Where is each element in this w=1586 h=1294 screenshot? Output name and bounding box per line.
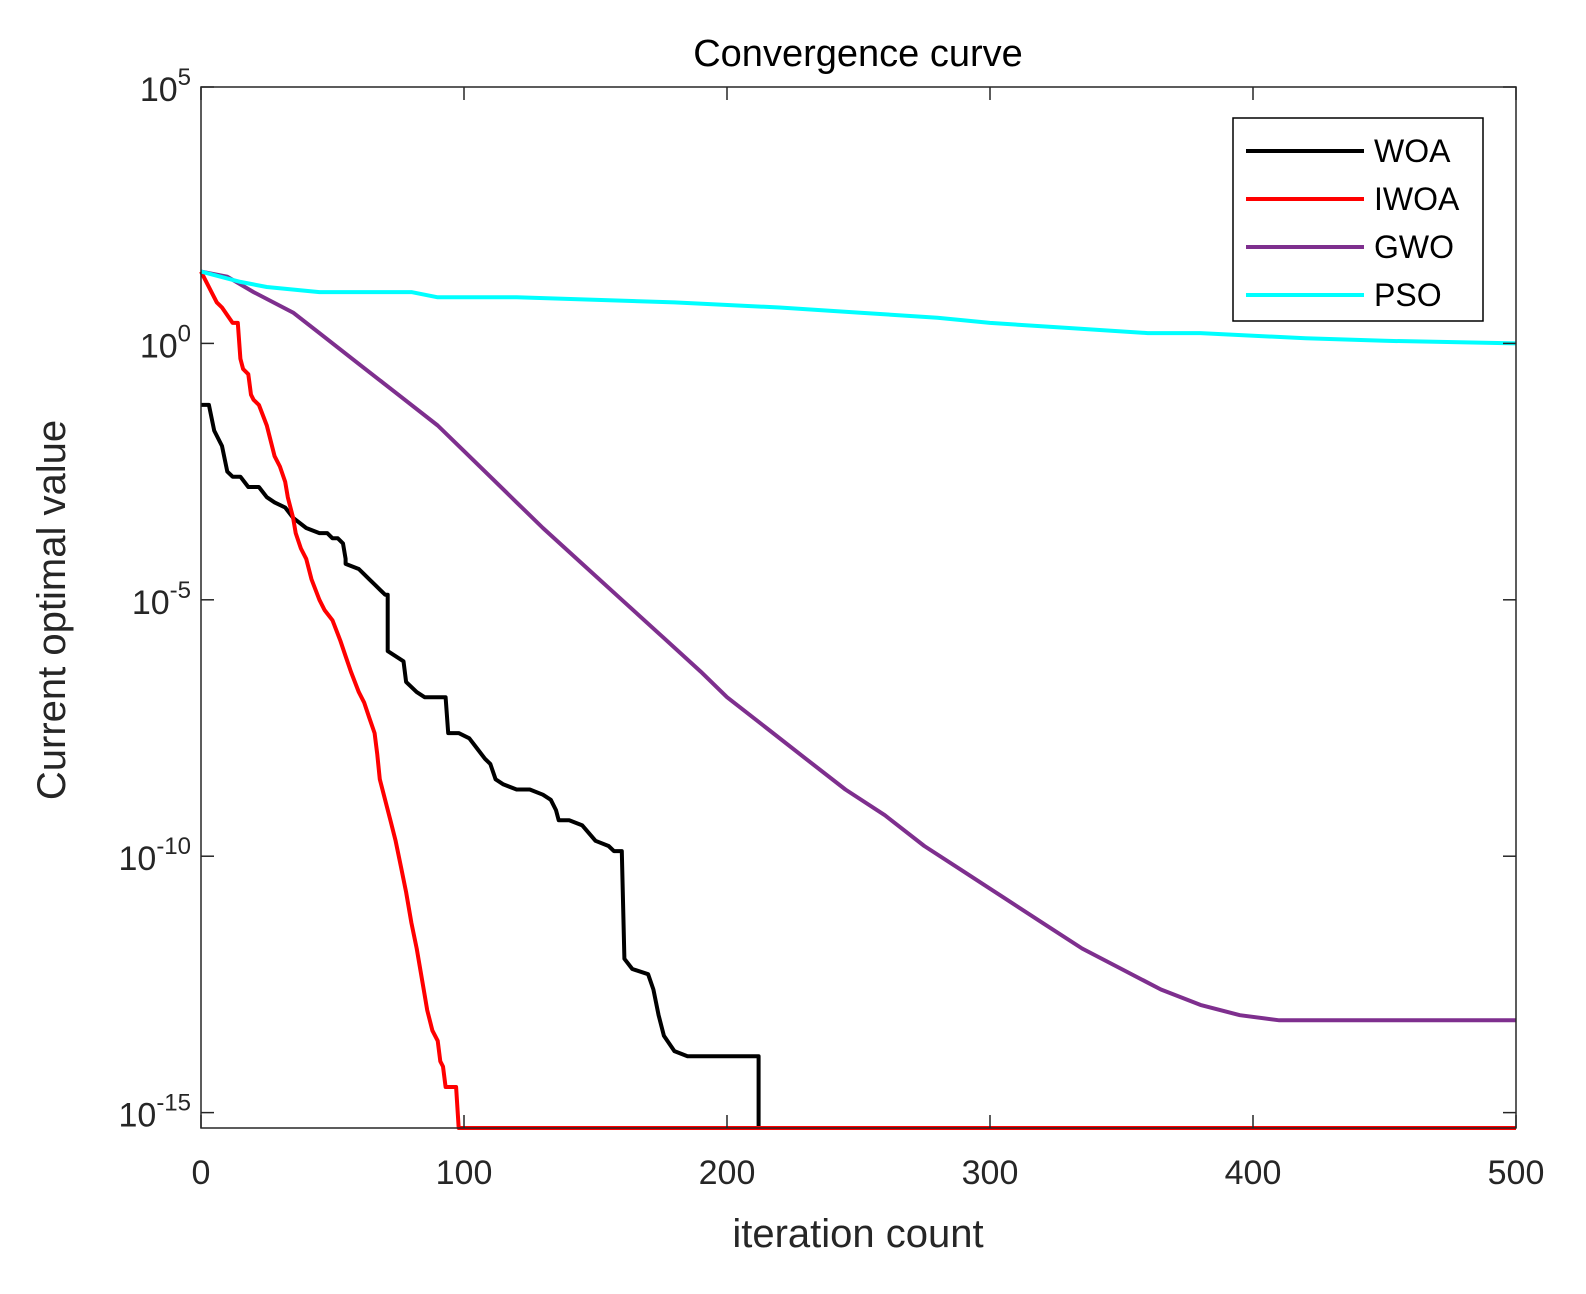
x-tick-label: 400 — [1225, 1154, 1282, 1192]
x-axis-title: iteration count — [732, 1212, 983, 1256]
series-layer — [199, 269, 1517, 1130]
legend-label-woa: WOA — [1374, 133, 1451, 169]
x-tick-label: 300 — [962, 1154, 1019, 1192]
legend-label-gwo: GWO — [1374, 229, 1454, 265]
legend-label-pso: PSO — [1374, 277, 1442, 313]
x-tick-label: 0 — [192, 1154, 211, 1192]
series-line-pso — [200, 269, 1517, 346]
legend-label-iwoa: IWOA — [1374, 181, 1460, 217]
y-tick-label: 105 — [140, 64, 191, 109]
series-line-gwo — [200, 269, 1516, 1023]
y-tick-label: 100 — [140, 320, 191, 365]
y-tick-label: 10-5 — [132, 577, 191, 622]
chart-title: Convergence curve — [693, 33, 1023, 75]
x-tick-label: 100 — [436, 1154, 493, 1192]
legend: WOA IWOA GWO PSO — [1232, 117, 1484, 322]
y-axis-title: Current optimal value — [30, 420, 74, 800]
series-line-iwoa — [199, 270, 1516, 1130]
tick-layer: 0 100 200 300 400 500 105 100 10-5 10-10 10-15 — [118, 64, 1544, 1192]
y-tick-label: 10-15 — [118, 1090, 191, 1135]
y-tick-label: 10-10 — [118, 833, 191, 878]
x-tick-label: 500 — [1488, 1154, 1545, 1192]
plot-frame — [200, 86, 1517, 1129]
x-tick-label: 200 — [699, 1154, 756, 1192]
series-line-woa — [201, 402, 761, 1128]
